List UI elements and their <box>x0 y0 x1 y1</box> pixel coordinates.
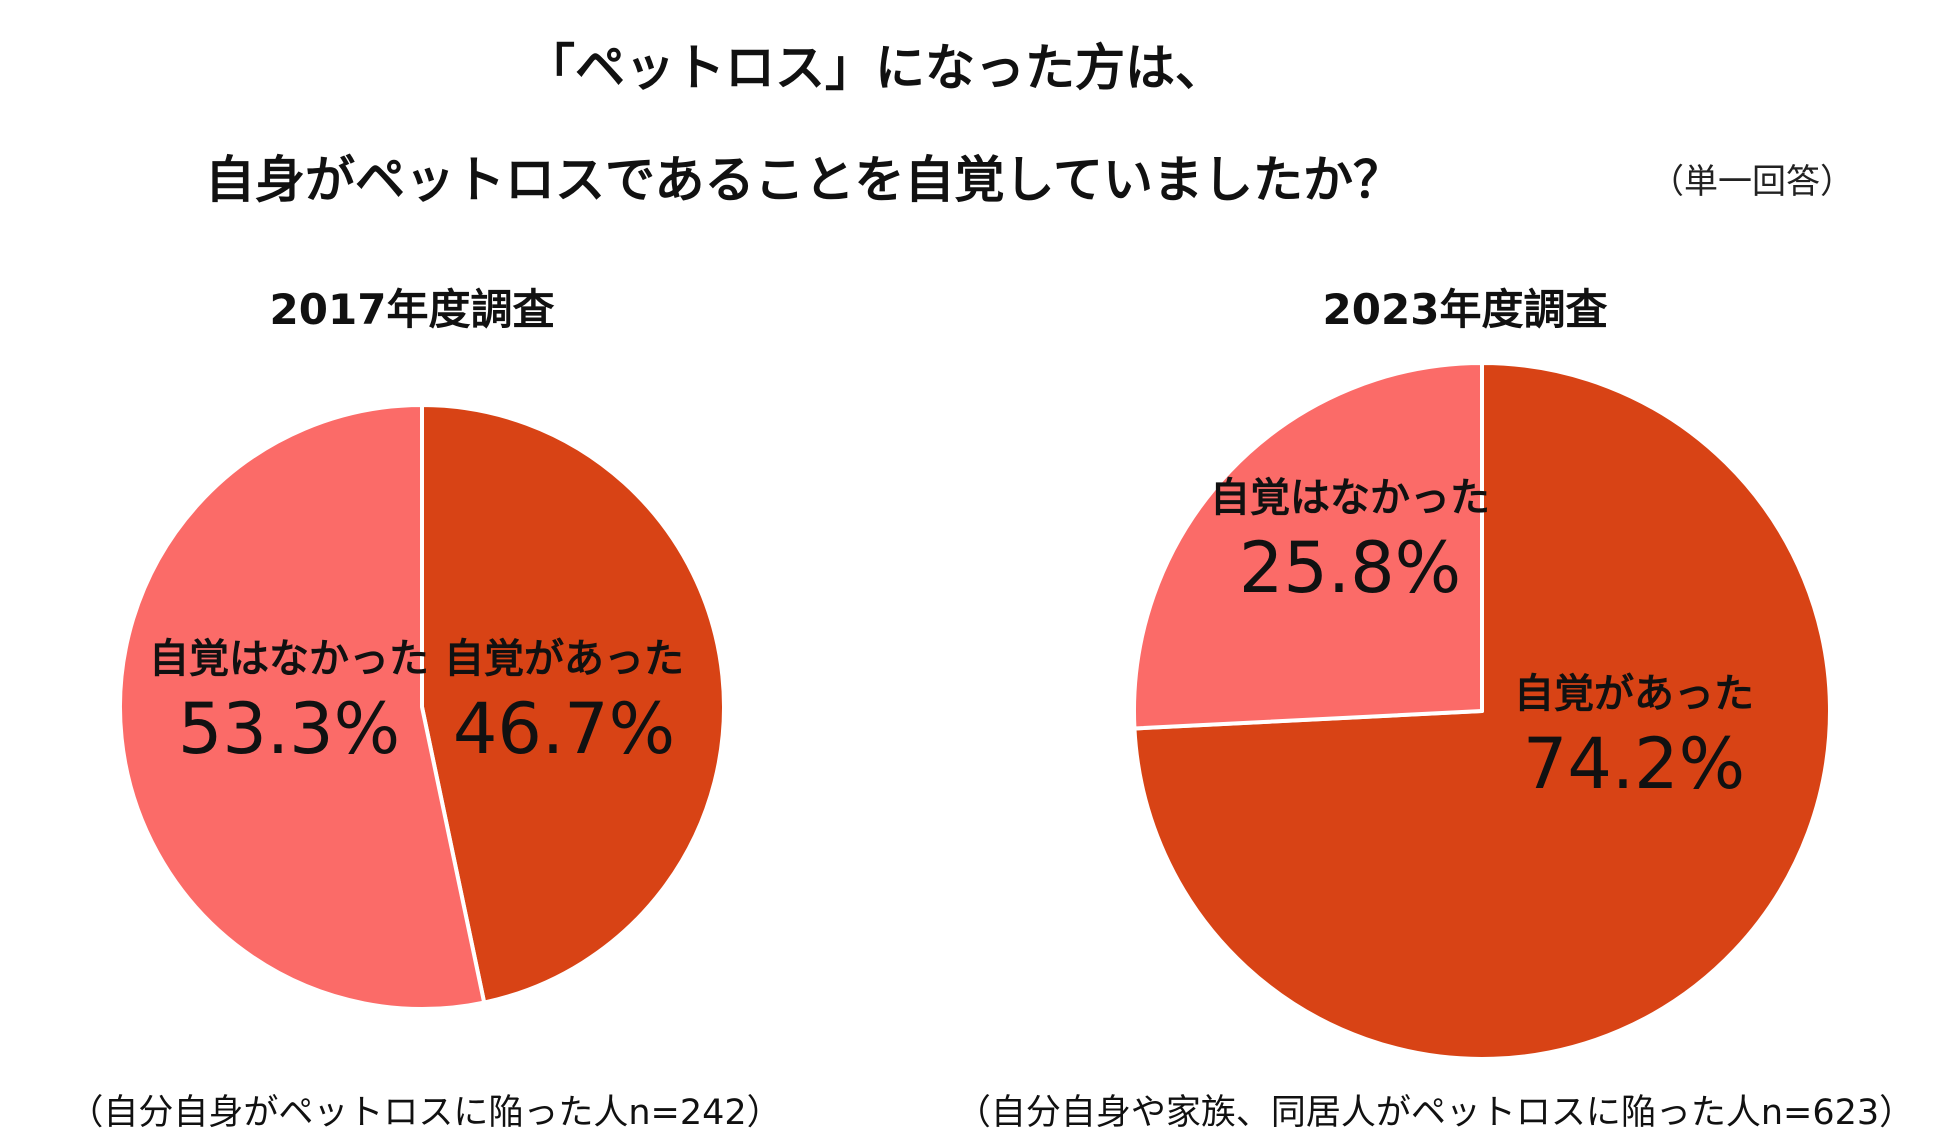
chart-2023-sample-note: （自分自身や家族、同居人がペットロスに陥った人n=623） <box>955 1093 1915 1133</box>
title-line-2: 自身がペットロスであることを自覚していましたか？ <box>205 151 1403 209</box>
chart-2023-title: 2023年度調査 <box>1322 285 1608 334</box>
pie-slice-2017-unaware <box>118 403 487 1011</box>
pie-slice-2017-aware <box>420 403 726 1005</box>
slice-percent-label: 25.8% <box>1238 527 1462 609</box>
slice-label-2023-unaware: 自覚はなかった 25.8% <box>1210 474 1490 610</box>
chart-2017-title: 2017年度調査 <box>269 285 555 334</box>
pie-slice-2023-unaware <box>1132 361 1484 731</box>
slice-label-2023-aware: 自覚があった 74.2% <box>1514 670 1754 806</box>
title-line-1: 「ペットロス」になった方は、 <box>525 39 1225 97</box>
slice-percent-label: 46.7% <box>452 688 676 770</box>
slice-percent-label: 53.3% <box>177 688 401 770</box>
slice-category-label: 自覚はなかった <box>1210 475 1490 521</box>
chart-2017-sample-note: （自分自身がペットロスに陥った人n=242） <box>68 1093 782 1133</box>
slice-percent-label: 74.2% <box>1522 723 1746 805</box>
slice-category-label: 自覚があった <box>444 636 684 682</box>
slice-label-2017-aware: 自覚があった 46.7% <box>444 635 684 771</box>
slice-label-2017-unaware: 自覚はなかった 53.3% <box>149 635 429 771</box>
slice-category-label: 自覚はなかった <box>149 636 429 682</box>
slice-category-label: 自覚があった <box>1514 671 1754 717</box>
answer-type-note: （単一回答） <box>1650 162 1854 202</box>
